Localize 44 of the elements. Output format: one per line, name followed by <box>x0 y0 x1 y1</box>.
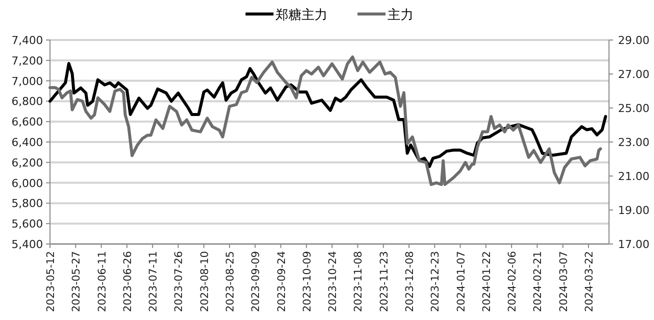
x-tick-label: 2024-01-22 <box>480 251 493 312</box>
x-tick-label: 2023-09-24 <box>276 250 288 312</box>
x-tick-label: 2023-12-23 <box>430 251 442 312</box>
y-tick-label: 6,200 <box>12 156 43 170</box>
x-tick-label: 2023-10-09 <box>301 251 314 312</box>
x-tick-label: 2023-11-23 <box>378 251 390 312</box>
y-tick-label: 7,400 <box>12 34 43 47</box>
y-tick-label: 6,000 <box>12 176 43 190</box>
y-tick-label: 7,000 <box>12 74 43 88</box>
y2-tick-label: 19.00 <box>618 204 650 217</box>
x-tick-label: 2023-12-08 <box>404 251 416 312</box>
legend-label: 郑糖主力 <box>276 7 328 23</box>
x-tick-label: 2023-05-12 <box>45 251 57 312</box>
x-tick-label: 2023-07-26 <box>173 250 186 312</box>
y2-tick-label: 29.00 <box>618 34 650 47</box>
x-tick-label: 2023-06-26 <box>122 250 134 312</box>
y-tick-label: 6,600 <box>12 116 43 129</box>
x-tick-label: 2023-11-08 <box>352 251 365 312</box>
y-tick-label: 5,800 <box>12 197 43 210</box>
line-series <box>48 56 602 186</box>
x-tick-label: 2024-02-06 <box>506 250 519 312</box>
y-tick-label: 5,400 <box>12 238 43 251</box>
y2-tick-label: 25.00 <box>618 102 650 115</box>
legend-label: 主力 <box>388 7 414 23</box>
y2-tick-label: 27.00 <box>618 68 650 81</box>
y2-tick-label: 21.00 <box>618 170 650 183</box>
line-series <box>48 62 608 168</box>
x-tick-label: 2023-07-11 <box>148 251 160 312</box>
x-tick-label: 2024-02-21 <box>532 251 544 312</box>
x-tick-label: 2023-10-24 <box>327 250 340 312</box>
x-tick-label: 2024-03-07 <box>558 251 570 312</box>
x-tick-label: 2023-05-27 <box>70 251 83 312</box>
y-tick-label: 5,600 <box>12 218 43 231</box>
x-tick-label: 2024-03-22 <box>583 251 596 312</box>
y-tick-label: 7,200 <box>12 54 43 68</box>
y2-tick-label: 17.00 <box>618 238 650 251</box>
x-tick-label: 2023-09-09 <box>250 251 262 312</box>
x-tick-label: 2023-08-25 <box>224 251 236 312</box>
y2-tick-label: 23.00 <box>618 136 650 149</box>
y-tick-label: 6,400 <box>12 136 43 149</box>
y-tick-label: 6,800 <box>12 95 43 108</box>
x-tick-label: 2023-06-11 <box>96 251 108 312</box>
x-tick-label: 2023-08-10 <box>198 251 211 312</box>
x-tick-label: 2024-01-07 <box>455 251 468 312</box>
